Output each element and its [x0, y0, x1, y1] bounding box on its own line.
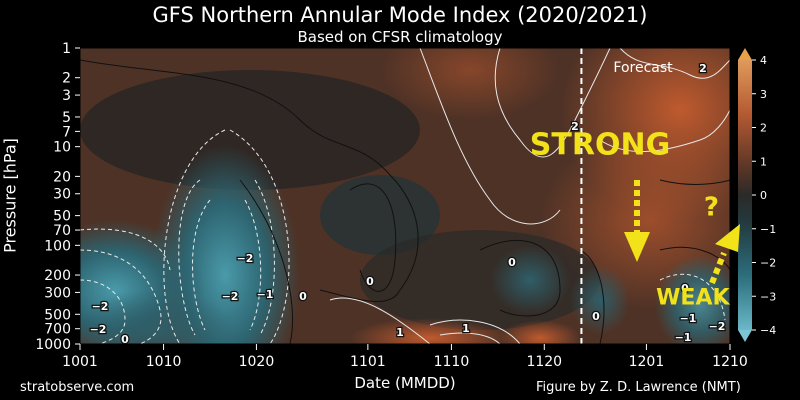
colorbar-extend-bottom [738, 330, 752, 342]
x-axis-label: Date (MMDD) [354, 374, 456, 392]
weak-label: WEAK [656, 286, 730, 311]
colorbar-tick-label: −3 [760, 290, 776, 303]
colorbar-tick-label: −1 [760, 223, 776, 236]
contour-label: 0 [121, 333, 129, 346]
y-tick-label: 1 [62, 41, 71, 57]
contour-labels: 2 −2 −2 −1 0 0 0 0 −2 −2 2 1 1 −1 −2 0 −1 0 [88, 61, 726, 348]
contour-label: 2 [571, 120, 579, 133]
y-tick-label: 20 [53, 169, 71, 185]
footer-site: stratobserve.com [20, 380, 135, 395]
x-tick-label: 1110 [434, 354, 470, 370]
contour-label: 0 [508, 256, 516, 269]
contour-label: 0 [299, 290, 307, 303]
plot-area [80, 48, 730, 344]
chart-subtitle: Based on CFSR climatology [297, 28, 503, 46]
strong-arrow-head [624, 232, 650, 262]
y-axis-label: Pressure [hPa] [0, 138, 20, 253]
y-tick-label: 70 [53, 223, 71, 239]
colorbar-tick-label: 0 [760, 189, 767, 202]
y-tick-label: 10 [53, 140, 71, 156]
contour-label: 0 [366, 275, 374, 288]
x-axis: 1001 1010 1020 1101 1110 1120 1201 1210 [62, 344, 748, 370]
weak-arrow-shaft [709, 251, 727, 285]
y-tick-label: 50 [53, 209, 71, 225]
contour-label: −2 [90, 323, 107, 336]
y-tick-label: 30 [53, 187, 71, 203]
contour-label: 2 [699, 62, 707, 75]
contour-label: 1 [462, 322, 470, 335]
colorbar-tick-label: −4 [760, 324, 776, 337]
contour-label: 0 [681, 282, 689, 295]
colorbar-ramp [738, 60, 752, 330]
y-tick-label: 7 [62, 124, 71, 140]
y-tick-label: 5 [62, 110, 71, 126]
weak-arrow-head [715, 224, 740, 252]
contour-label: −1 [680, 312, 697, 325]
contour-label: 0 [592, 310, 600, 323]
x-tick-label: 1101 [350, 354, 386, 370]
x-tick-label: 1201 [629, 354, 665, 370]
contour-label: −2 [222, 290, 239, 303]
y-tick-label: 3 [62, 88, 71, 104]
contour-label: −1 [257, 288, 274, 301]
x-tick-label: 1010 [146, 354, 182, 370]
plot-frame [79, 47, 731, 345]
contour-label: −2 [709, 320, 726, 333]
chart-title: GFS Northern Annular Mode Index (2020/20… [152, 3, 648, 27]
y-tick-label: 1000 [35, 337, 71, 353]
contour-lines [80, 48, 730, 344]
colorbar-tick-label: 1 [760, 155, 767, 168]
colorbar-extend-top [738, 48, 752, 60]
colorbar-tick-label: −2 [760, 257, 776, 270]
x-tick-label: 1020 [239, 354, 275, 370]
x-tick-label: 1210 [712, 354, 748, 370]
y-tick-label: 500 [44, 307, 71, 323]
y-tick-label: 700 [44, 322, 71, 338]
annotations: Forecast STRONG WEAK? [530, 60, 740, 311]
colorbar: 4 3 2 1 0 −1 −2 −3 −4 [738, 48, 776, 342]
y-tick-label: 100 [44, 238, 71, 254]
x-tick-label: 1120 [526, 354, 562, 370]
strong-label: STRONG [530, 127, 670, 162]
question-label: ? [704, 193, 719, 223]
contour-label: −2 [237, 252, 254, 265]
colorbar-tick-label: 4 [760, 54, 767, 67]
y-tick-label: 200 [44, 268, 71, 284]
contour-label: −2 [92, 300, 109, 313]
x-tick-label: 1001 [62, 354, 98, 370]
footer-credit: Figure by Z. D. Lawrence (NMT) [536, 380, 741, 395]
contour-label: 1 [396, 326, 404, 339]
colorbar-tick-label: 3 [760, 88, 767, 101]
colorbar-tick-label: 2 [760, 122, 767, 135]
y-tick-label: 300 [44, 285, 71, 301]
contour-label: −1 [675, 331, 692, 344]
forecast-label: Forecast [613, 60, 673, 76]
y-tick-label: 2 [62, 71, 71, 87]
